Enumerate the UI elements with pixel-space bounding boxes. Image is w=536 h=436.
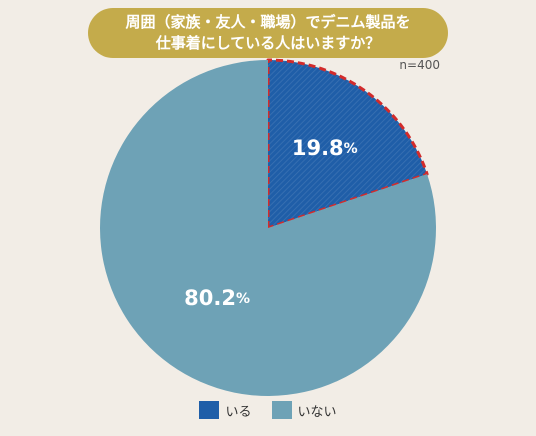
legend-label-yes: いる: [225, 404, 252, 420]
pie-slice-outline-yes: [266, 58, 429, 230]
sample-size: n=400: [399, 58, 440, 72]
legend-item-no: いない: [271, 401, 337, 420]
chart-title-line-2: 仕事着にしている人はいますか？: [155, 34, 381, 52]
legend-swatch-yes: [199, 401, 220, 419]
legend-item-yes: いる: [199, 401, 252, 420]
data-label-yes: 19.8%: [292, 136, 358, 160]
chart-legend: いる いない: [0, 398, 536, 422]
pie-slice-no: [100, 60, 437, 397]
legend-swatch-no: [271, 401, 292, 419]
chart-title: 周囲（家族・友人・職場）でデニム製品を 仕事着にしている人はいますか？: [88, 8, 448, 58]
chart-title-line-1: 周囲（家族・友人・職場）でデニム製品を: [125, 13, 411, 31]
legend-label-no: いない: [297, 404, 337, 420]
data-label-no: 80.2%: [184, 286, 250, 310]
